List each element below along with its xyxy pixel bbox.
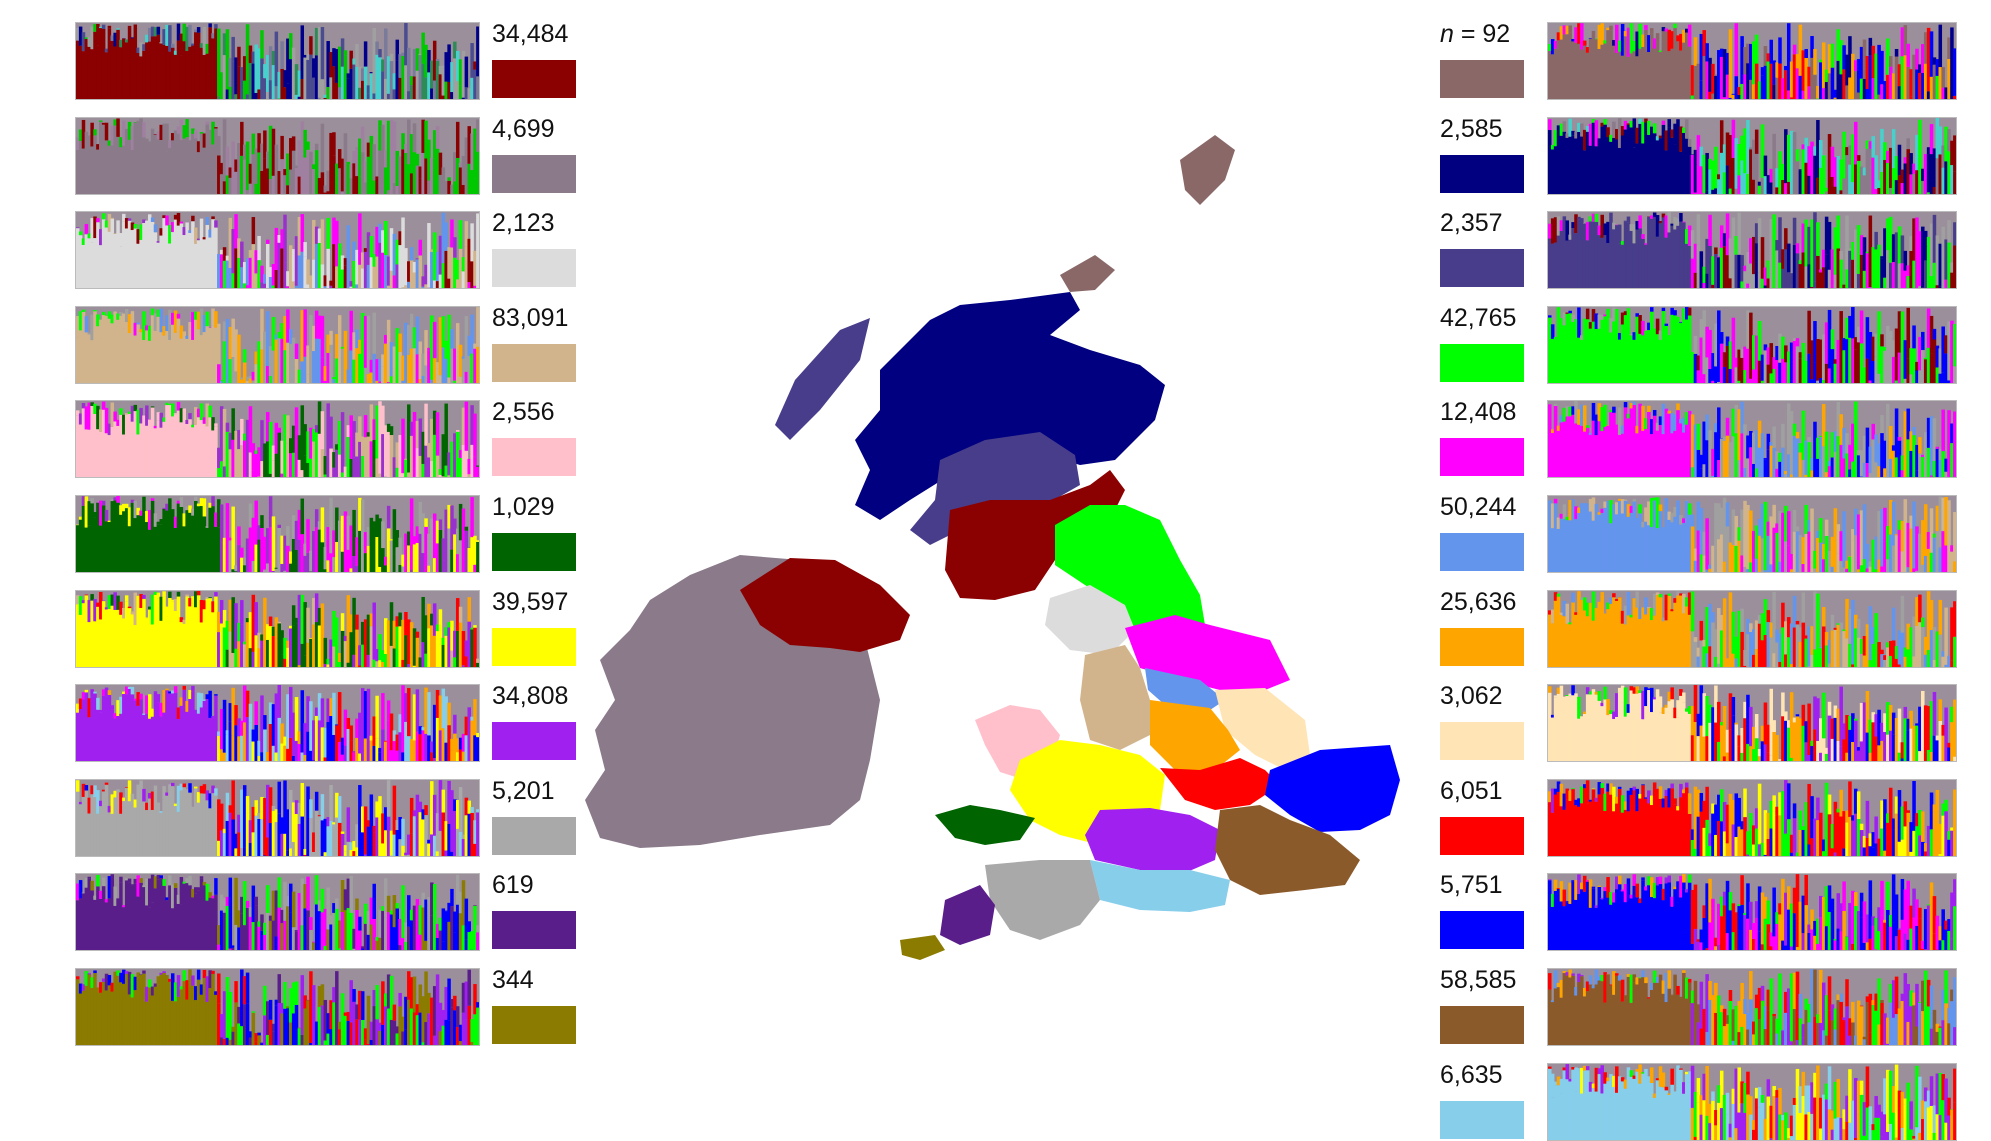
- map-region-orkney: [1060, 255, 1115, 292]
- map-region-pembrokeshire: [935, 805, 1035, 845]
- map-region-shetland: [1180, 135, 1235, 205]
- map-region-devon: [985, 860, 1100, 940]
- map-region-west-cornwall: [900, 935, 945, 960]
- map-region-cornwall: [940, 885, 995, 945]
- map-region-outer-hebrides: [775, 318, 870, 440]
